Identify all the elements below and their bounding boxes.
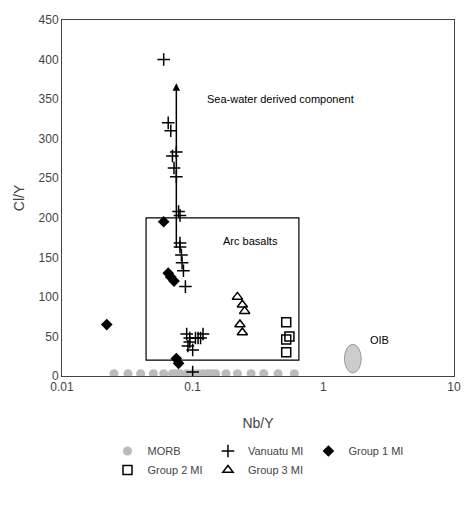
svg-text:MORB: MORB	[148, 445, 181, 457]
svg-text:Vanuatu MI: Vanuatu MI	[248, 445, 303, 457]
svg-text:1: 1	[320, 380, 327, 394]
svg-text:Arc basalts: Arc basalts	[223, 235, 278, 247]
svg-text:10: 10	[447, 380, 461, 394]
svg-text:Group 3 MI: Group 3 MI	[248, 464, 303, 476]
svg-text:150: 150	[39, 251, 59, 265]
svg-text:Nb/Y: Nb/Y	[242, 415, 274, 431]
svg-text:0.1: 0.1	[184, 380, 201, 394]
svg-text:400: 400	[39, 53, 59, 67]
svg-text:Cl/Y: Cl/Y	[11, 184, 27, 211]
svg-text:Group 2 MI: Group 2 MI	[148, 464, 203, 476]
svg-text:Group 1 MI: Group 1 MI	[348, 445, 403, 457]
svg-text:0: 0	[52, 369, 59, 383]
svg-text:350: 350	[39, 92, 59, 106]
svg-text:450: 450	[39, 13, 59, 27]
svg-text:Sea-water derived component: Sea-water derived component	[207, 93, 354, 105]
svg-text:250: 250	[39, 171, 59, 185]
svg-text:200: 200	[39, 211, 59, 225]
svg-text:100: 100	[39, 290, 59, 304]
svg-text:50: 50	[45, 330, 59, 344]
svg-text:300: 300	[39, 132, 59, 146]
svg-text:0.01: 0.01	[50, 380, 74, 394]
svg-text:OIB: OIB	[370, 334, 389, 346]
